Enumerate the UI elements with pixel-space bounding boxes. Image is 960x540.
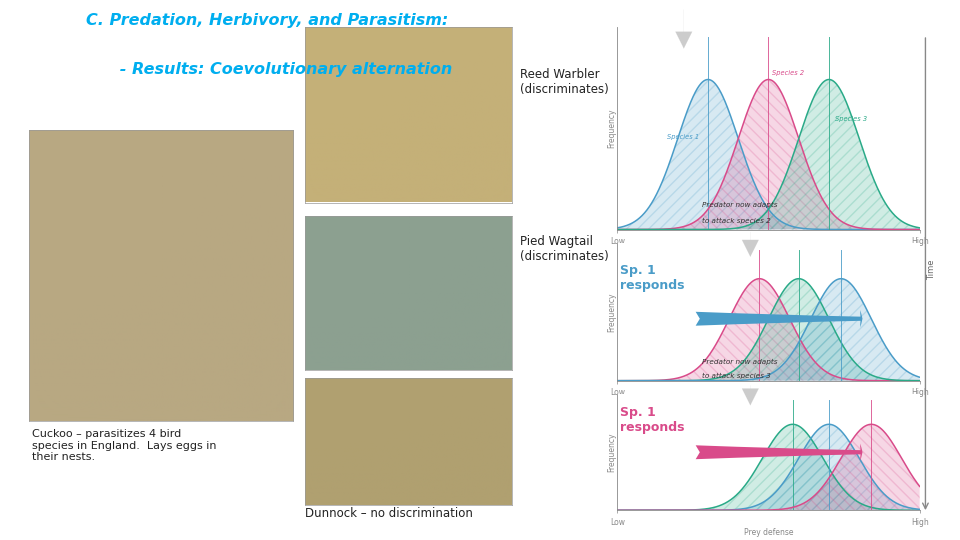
Y-axis label: Frequency: Frequency	[607, 433, 616, 472]
X-axis label: Prey defense: Prey defense	[744, 528, 793, 537]
Text: C. Predation, Herbivory, and Parasitism:: C. Predation, Herbivory, and Parasitism:	[86, 14, 448, 29]
Text: Species 2: Species 2	[772, 70, 804, 76]
Y-axis label: Frequency: Frequency	[607, 109, 616, 148]
Text: to attack species 3: to attack species 3	[702, 373, 771, 380]
X-axis label: Prey defense: Prey defense	[744, 399, 793, 408]
Text: Cuckoo – parasitizes 4 bird
species in England.  Lays eggs in
their nests.: Cuckoo – parasitizes 4 bird species in E…	[32, 429, 216, 462]
Text: Pied Wagtail
(discriminates): Pied Wagtail (discriminates)	[520, 235, 609, 263]
X-axis label: Prey defense: Prey defense	[744, 247, 793, 256]
Text: Sp. 1
responds: Sp. 1 responds	[620, 264, 684, 292]
Text: Reed Warbler
(discriminates): Reed Warbler (discriminates)	[520, 68, 609, 96]
Text: Dunnock – no discrimination: Dunnock – no discrimination	[305, 507, 473, 519]
Text: Species 3: Species 3	[835, 117, 867, 123]
Text: Predator now adapts: Predator now adapts	[702, 360, 778, 366]
Text: Species 1: Species 1	[667, 134, 699, 140]
Text: to attack species 2: to attack species 2	[702, 218, 771, 224]
Y-axis label: Frequency: Frequency	[607, 292, 616, 332]
Text: Time: Time	[926, 260, 936, 280]
Text: - Results: Coevolutionary alternation: - Results: Coevolutionary alternation	[86, 62, 453, 77]
Text: Predator now adapts: Predator now adapts	[702, 201, 778, 208]
Text: Sp. 1
responds: Sp. 1 responds	[620, 406, 684, 434]
